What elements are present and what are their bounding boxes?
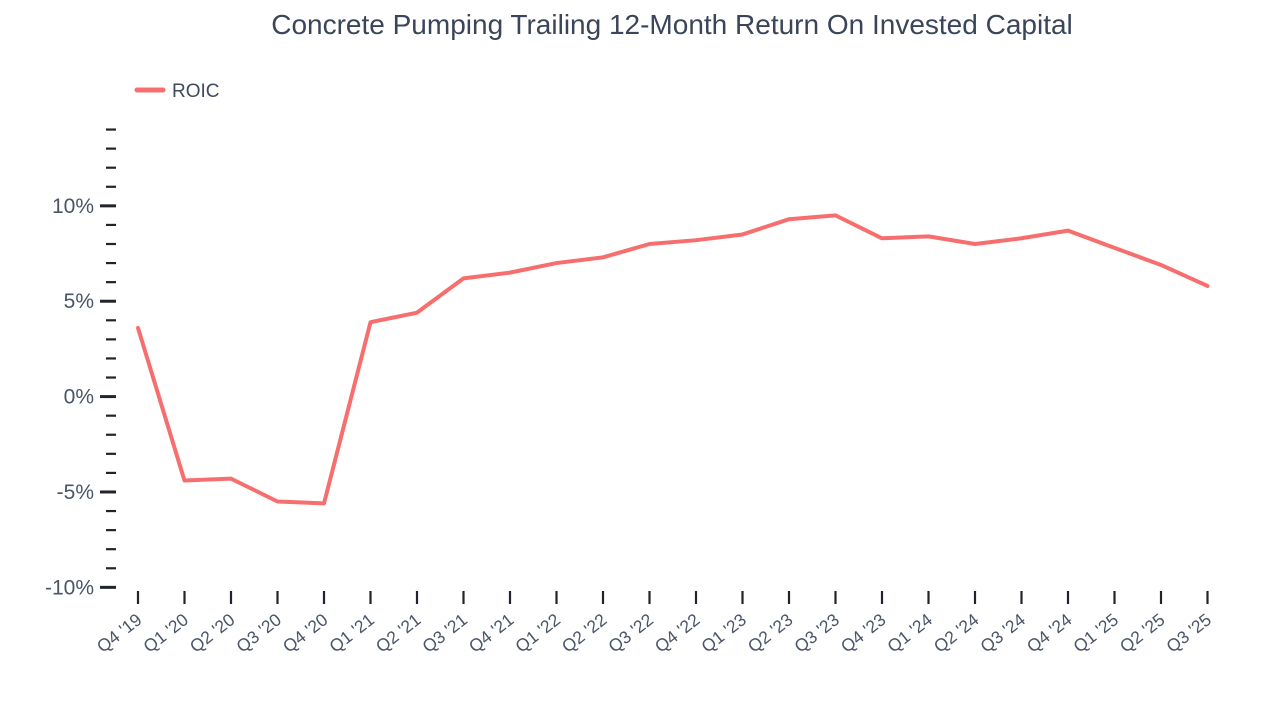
x-axis-label: Q2 '21 xyxy=(372,609,425,656)
x-axis-label: Q4 '23 xyxy=(837,609,890,656)
x-axis-label: Q1 '23 xyxy=(697,609,750,656)
x-axis-label: Q2 '25 xyxy=(1116,609,1169,656)
x-axis-label: Q4 '20 xyxy=(279,609,332,656)
y-axis-label: -5% xyxy=(57,481,94,504)
x-axis-label: Q3 '24 xyxy=(976,609,1029,656)
x-axis-label: Q2 '23 xyxy=(744,609,797,656)
x-axis-label: Q4 '24 xyxy=(1023,609,1076,656)
x-axis-label: Q3 '22 xyxy=(604,609,657,656)
x-axis-label: Q1 '20 xyxy=(139,609,192,656)
y-axis-label: 5% xyxy=(64,290,94,313)
x-axis-label: Q3 '21 xyxy=(418,609,471,656)
x-axis-label: Q3 '20 xyxy=(232,609,285,656)
x-axis-label: Q3 '25 xyxy=(1162,609,1215,656)
y-axis xyxy=(100,128,116,589)
roic-line-series xyxy=(136,213,1210,506)
x-axis-label: Q4 '22 xyxy=(651,609,704,656)
x-axis-label: Q1 '22 xyxy=(511,609,564,656)
y-axis-label: 0% xyxy=(64,386,94,409)
y-axis-label: -10% xyxy=(45,576,94,599)
x-axis-label: Q2 '24 xyxy=(930,609,983,656)
x-axis xyxy=(136,591,1209,604)
chart-title: Concrete Pumping Trailing 12-Month Retur… xyxy=(271,9,1073,40)
x-axis-label: Q1 '25 xyxy=(1069,609,1122,656)
x-axis-label: Q4 '19 xyxy=(93,609,146,656)
x-axis-label: Q1 '24 xyxy=(883,609,936,656)
x-axis-label: Q3 '23 xyxy=(790,609,843,656)
y-axis-labels: 10% 5% 0% -5% -10% xyxy=(45,195,94,599)
y-axis-label: 10% xyxy=(52,195,94,218)
x-axis-label: Q2 '20 xyxy=(186,609,239,656)
legend-label: ROIC xyxy=(172,81,220,102)
x-axis-label: Q4 '21 xyxy=(465,609,518,656)
x-axis-label: Q2 '22 xyxy=(558,609,611,656)
x-axis-label: Q1 '21 xyxy=(325,609,378,656)
legend: ROIC xyxy=(134,81,220,102)
